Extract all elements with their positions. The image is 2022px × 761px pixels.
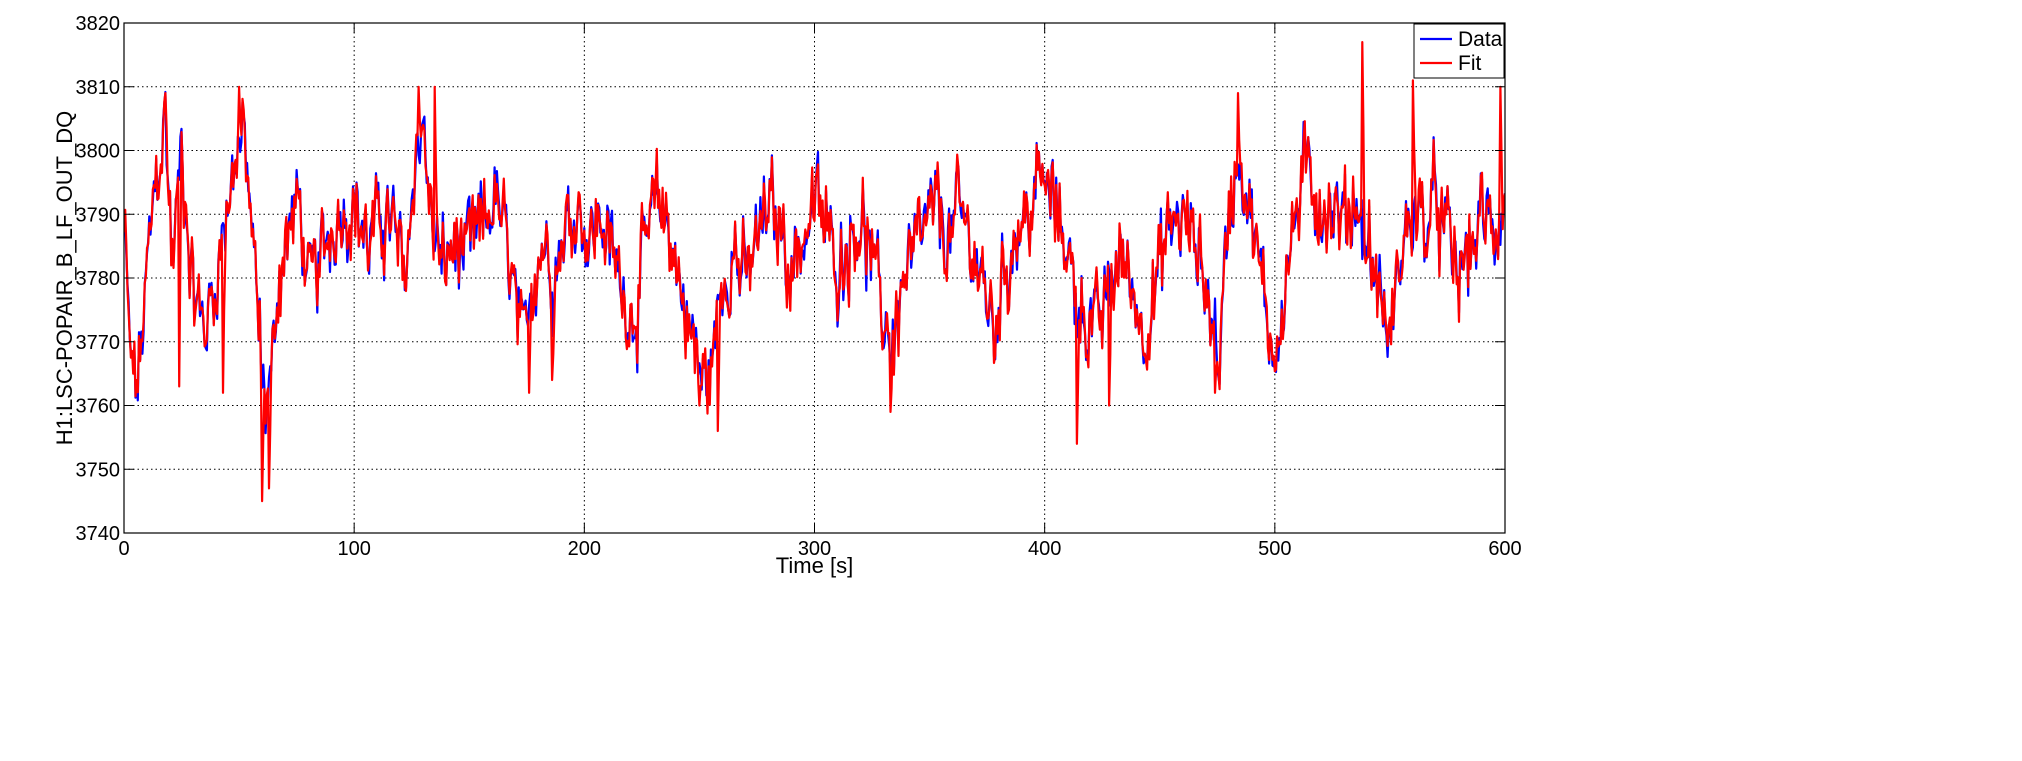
legend-label-fit: Fit [1458,52,1481,75]
x-tick-label: 400 [1028,538,1061,560]
y-tick-label: 3780 [76,268,121,290]
series-line-fit [124,41,1505,503]
y-tick-labels: 3740 3750 3760 3770 3780 3790 3800 3810 3820 [76,13,121,545]
y-tick-label: 3770 [76,332,121,354]
y-tick-label: 3820 [76,13,121,35]
x-axis-label: Time [s] [776,553,853,578]
axis-ticks [123,22,1506,534]
y-tick-label: 3810 [76,77,121,99]
legend: Data Fit [1413,23,1505,79]
plot-clip-group [124,41,1505,503]
x-tick-labels: 0 100 200 300 400 500 600 [118,538,1521,560]
x-tick-label: 500 [1258,538,1291,560]
y-tick-label: 3740 [76,523,121,545]
legend-box [1413,23,1505,79]
legend-label-data: Data [1458,28,1503,51]
y-tick-label: 3750 [76,459,121,481]
y-axis-label: H1:LSC-POPAIR_B_LF_OUT_DQ [52,111,77,446]
y-tick-label: 3790 [76,204,121,226]
x-tick-label: 100 [337,538,370,560]
x-tick-label: 0 [118,538,129,560]
x-tick-label: 200 [568,538,601,560]
y-tick-label: 3800 [76,141,121,163]
x-tick-label: 600 [1488,538,1521,560]
y-tick-label: 3760 [76,396,121,418]
x-tick-label: 300 [798,538,831,560]
